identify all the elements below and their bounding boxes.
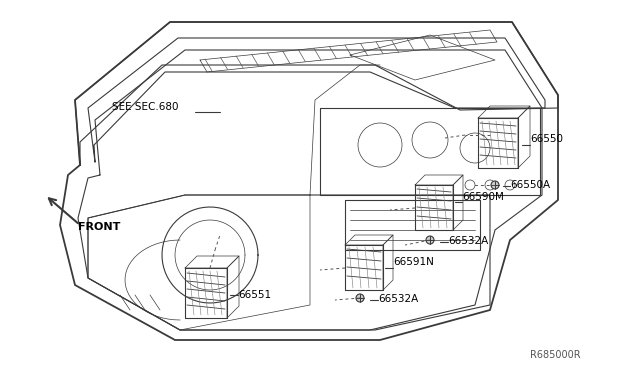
Text: 66591N: 66591N: [393, 257, 434, 267]
Text: 66550A: 66550A: [510, 180, 550, 190]
Text: SEE SEC.680: SEE SEC.680: [112, 102, 179, 112]
Text: FRONT: FRONT: [78, 222, 120, 232]
Circle shape: [356, 294, 364, 302]
Text: 66532A: 66532A: [378, 294, 419, 304]
Text: 66590M: 66590M: [462, 192, 504, 202]
Circle shape: [491, 181, 499, 189]
Text: 66551: 66551: [238, 290, 271, 300]
Text: 66550: 66550: [530, 134, 563, 144]
Text: 66532A: 66532A: [448, 236, 488, 246]
Text: R685000R: R685000R: [530, 350, 580, 360]
Circle shape: [426, 236, 434, 244]
